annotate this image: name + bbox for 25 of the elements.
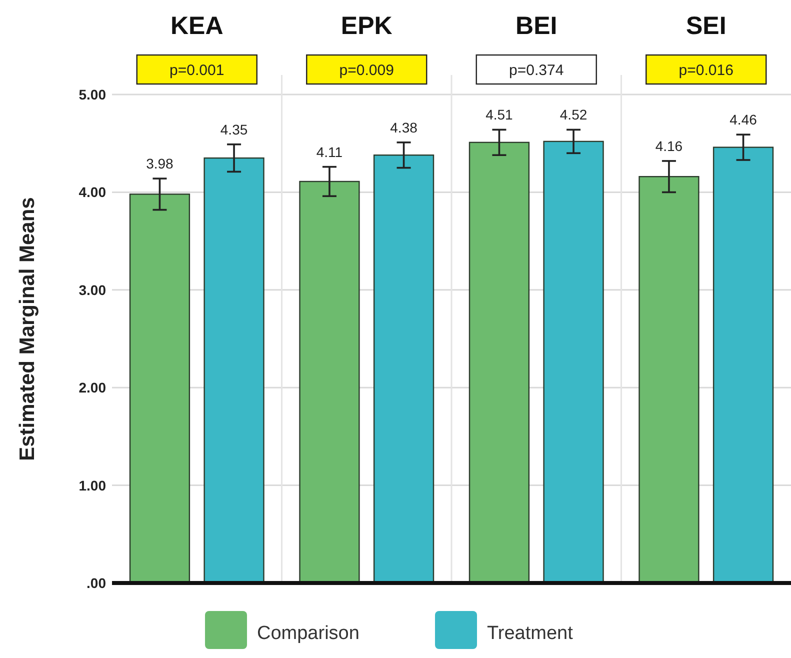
annotation: p=0.009	[339, 62, 394, 79]
legend-label: Treatment	[487, 623, 574, 644]
y-tick-label: 3.00	[78, 282, 106, 298]
x-tick-label: SEI	[686, 12, 726, 40]
y-tick-label: 4.00	[78, 184, 106, 200]
annotation: p=0.016	[678, 62, 734, 79]
data-label: 4.35	[220, 121, 248, 138]
y-tick-label: .00	[86, 575, 106, 591]
data-label: 4.16	[655, 138, 683, 154]
data-label: 4.38	[390, 119, 418, 136]
data-label: 3.98	[146, 156, 174, 172]
data-label: 4.51	[486, 106, 514, 123]
x-tick-label: KEA	[170, 12, 224, 40]
data-label: 4.46	[730, 112, 758, 128]
y-tick-label: 2.00	[78, 380, 106, 396]
legend-label: Comparison	[257, 623, 360, 644]
x-tick-label: EPK	[340, 12, 392, 40]
annotation: p=0.374	[509, 62, 564, 79]
data-label: 4.11	[316, 144, 343, 160]
y-axis-title: Estimated Marginal Means	[16, 197, 39, 461]
data-label: 4.52	[560, 106, 588, 123]
x-tick-label: BEI	[516, 12, 558, 40]
y-tick-label: 5.00	[78, 86, 106, 103]
annotation: p=0.001	[170, 62, 224, 79]
y-tick-label: 1.00	[78, 477, 106, 494]
